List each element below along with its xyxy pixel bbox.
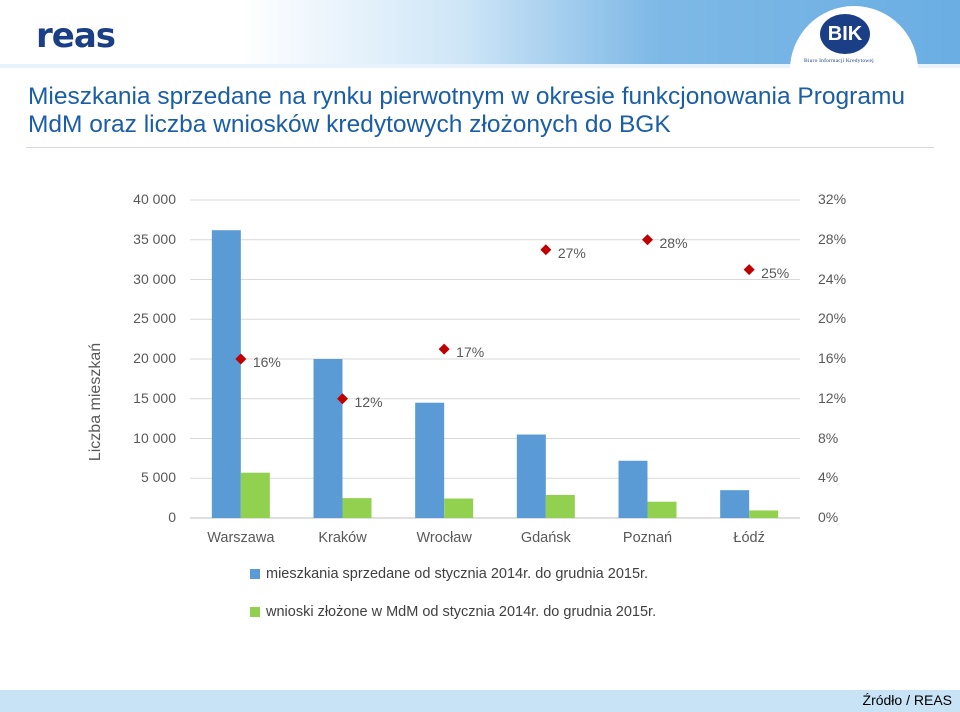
x-tick-label: Poznań <box>622 530 673 546</box>
bar-sold-2 <box>313 359 343 518</box>
ratio-data-label: 25% <box>761 264 790 281</box>
bar-applications-6 <box>749 510 779 518</box>
y-tick-label: 15 000 <box>133 389 176 406</box>
ratio-data-label: 27% <box>557 244 586 261</box>
x-tick-label: Kraków <box>318 530 367 546</box>
ratio-data-label: 17% <box>456 344 485 361</box>
x-tick-label: Gdańsk <box>520 530 571 546</box>
y-tick-label: 30 000 <box>133 270 176 287</box>
title-divider <box>26 147 934 148</box>
y-tick-label: 10 000 <box>133 429 176 446</box>
reas-logo: reas <box>36 16 116 56</box>
footer-band <box>0 690 960 712</box>
bar-applications-4 <box>545 494 575 518</box>
bar-applications-3 <box>444 498 474 518</box>
legend-swatch-sold <box>250 569 260 579</box>
legend-label-applications: wnioski złożone w MdM od stycznia 2014r.… <box>266 604 657 620</box>
x-tick-label: Warszawa <box>207 530 275 546</box>
y-tick-label: 40 000 <box>133 191 176 207</box>
y-tick-label: 25 000 <box>133 310 176 327</box>
y-axis-label: Liczba mieszkań <box>87 342 104 462</box>
bar-sold-1 <box>211 230 241 518</box>
header-divider <box>0 64 960 68</box>
legend-swatch-applications <box>250 607 260 617</box>
y2-tick-label: 4% <box>818 469 839 486</box>
y2-tick-label: 8% <box>818 429 839 446</box>
ratio-data-label: 16% <box>252 354 281 370</box>
ratio-marker-5 <box>642 234 653 246</box>
y2-tick-label: 12% <box>818 389 847 406</box>
bar-applications-5 <box>647 501 677 518</box>
x-tick-label: Wrocław <box>416 530 472 546</box>
bik-logo-mark: BIK <box>820 14 870 54</box>
bar-sold-3 <box>415 402 445 518</box>
legend-label-sold: mieszkania sprzedane od stycznia 2014r. … <box>266 566 649 582</box>
bar-sold-5 <box>618 460 648 518</box>
y-tick-label: 5 000 <box>140 469 176 486</box>
y-tick-label: 20 000 <box>133 350 176 366</box>
ratio-marker-1 <box>235 353 247 365</box>
y-tick-label: 0 <box>168 509 176 525</box>
y2-tick-label: 16% <box>818 350 847 366</box>
source-note: Źródło / REAS <box>862 692 952 708</box>
y2-tick-label: 28% <box>818 230 847 247</box>
bar-sold-4 <box>516 434 546 518</box>
y2-tick-label: 32% <box>818 191 847 207</box>
y2-tick-label: 24% <box>818 270 847 287</box>
page-title: Mieszkania sprzedane na rynku pierwotnym… <box>28 83 905 138</box>
y2-tick-label: 20% <box>818 310 847 327</box>
bar-sold-6 <box>720 490 750 518</box>
bik-logo-subtitle: Biuro Informacji Kredytowej <box>804 58 874 64</box>
x-tick-label: Łódź <box>733 530 765 546</box>
y2-tick-label: 0% <box>818 509 839 525</box>
ratio-data-label: 12% <box>354 393 383 410</box>
ratio-marker-3 <box>438 343 450 355</box>
ratio-data-label: 28% <box>659 234 688 251</box>
ratio-marker-4 <box>540 244 552 256</box>
bar-applications-1 <box>240 472 270 518</box>
ratio-marker-2 <box>337 393 348 405</box>
ratio-marker-6 <box>743 264 755 276</box>
y-tick-label: 35 000 <box>133 230 176 247</box>
bar-applications-2 <box>342 498 372 518</box>
